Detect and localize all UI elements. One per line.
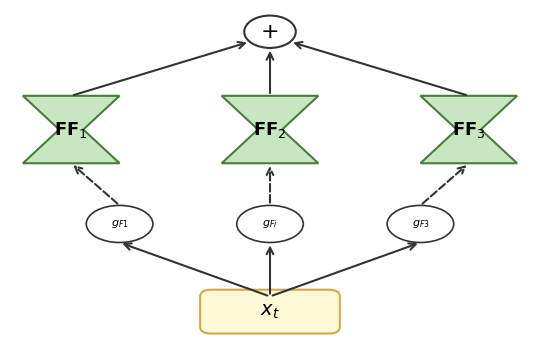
Text: FF$_2$: FF$_2$ bbox=[253, 120, 287, 139]
Polygon shape bbox=[221, 96, 319, 163]
Ellipse shape bbox=[237, 205, 303, 242]
Text: $g_{Fi}$: $g_{Fi}$ bbox=[262, 218, 278, 230]
Text: $x_t$: $x_t$ bbox=[260, 302, 280, 321]
Text: $g_{F1}$: $g_{F1}$ bbox=[111, 218, 129, 230]
Text: FF$_3$: FF$_3$ bbox=[452, 120, 485, 139]
Polygon shape bbox=[23, 96, 119, 163]
Text: $g_{F3}$: $g_{F3}$ bbox=[411, 218, 429, 230]
Ellipse shape bbox=[86, 205, 153, 242]
Text: +: + bbox=[261, 22, 279, 42]
FancyBboxPatch shape bbox=[200, 290, 340, 334]
Ellipse shape bbox=[387, 205, 454, 242]
Polygon shape bbox=[421, 96, 517, 163]
Text: FF$_1$: FF$_1$ bbox=[55, 120, 88, 139]
Circle shape bbox=[244, 16, 296, 48]
